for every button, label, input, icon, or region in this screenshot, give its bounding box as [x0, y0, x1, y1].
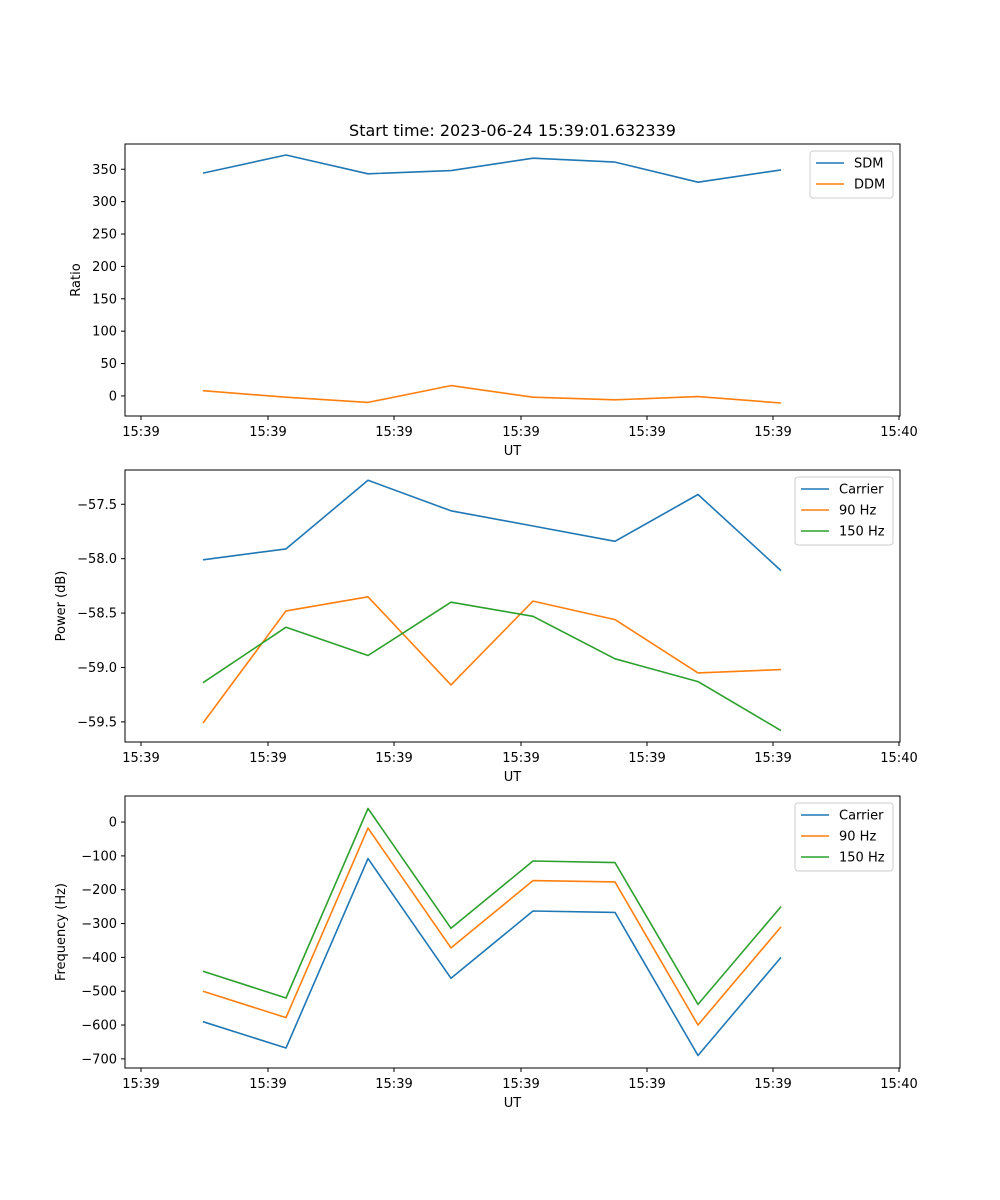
x-tick-label: 15:39: [502, 425, 539, 440]
x-tick-label: 15:39: [628, 751, 665, 766]
x-tick-label: 15:40: [880, 751, 917, 766]
legend-box: [794, 476, 894, 546]
series-line-sdm: [202, 154, 782, 183]
y-axis-label: Ratio: [69, 263, 84, 296]
y-axis-label: Frequency (Hz): [54, 883, 69, 981]
y-tick-label: 350: [92, 163, 117, 178]
plot-frame: [124, 795, 901, 1069]
legend-label: Carrier: [839, 483, 884, 498]
y-tick-label: −57.5: [77, 498, 117, 513]
y-tick-label: −58.5: [77, 607, 117, 622]
legend-label: Carrier: [839, 809, 884, 824]
x-tick-label: 15:39: [754, 425, 791, 440]
series-line-150-hz: [202, 807, 782, 1006]
y-tick-label: −100: [81, 849, 117, 864]
series-line-ddm: [202, 384, 782, 404]
legend-label: 90 Hz: [839, 830, 876, 845]
legend: Carrier 90 Hz 150 Hz: [794, 476, 894, 546]
chart-panel-1: 15:39 15:39 15:39 15:39 15:39 15:39 15:40 0 50 10…: [69, 143, 918, 459]
chart-panel-2: 15:39 15:39 15:39 15:39 15:39 15:39 15:40 −59.5…: [54, 469, 918, 785]
legend-label: 90 Hz: [839, 504, 876, 519]
legend: SDM DDM: [809, 150, 894, 199]
y-axis-label: Power (dB): [54, 571, 69, 642]
legend-label: SDM: [854, 157, 883, 172]
y-tick-label: −500: [81, 985, 117, 1000]
y-tick-label: −600: [81, 1019, 117, 1034]
x-tick-label: 15:39: [375, 1077, 412, 1092]
series-line-90-hz: [202, 595, 782, 724]
plot-frame: [124, 143, 901, 417]
x-tick-label: 15:39: [754, 1077, 791, 1092]
x-tick-label: 15:39: [628, 425, 665, 440]
legend-label: 150 Hz: [839, 851, 885, 866]
series-line-carrier: [202, 857, 782, 1057]
chart-panel-3: 15:39 15:39 15:39 15:39 15:39 15:39 15:40 −700 −…: [54, 795, 918, 1111]
series-line-90-hz: [202, 827, 782, 1026]
series-line-150-hz: [202, 601, 782, 732]
y-tick-label: 100: [92, 325, 117, 340]
plot-frame: [124, 469, 901, 743]
x-axis-label: UT: [504, 444, 522, 459]
x-tick-label: 15:39: [502, 1077, 539, 1092]
y-tick-label: −400: [81, 951, 117, 966]
y-tick-label: −58.0: [77, 552, 117, 567]
y-tick-label: 50: [100, 357, 117, 372]
y-tick-label: −59.0: [77, 661, 117, 676]
legend-box: [794, 802, 894, 872]
y-tick-label: −300: [81, 917, 117, 932]
x-tick-label: 15:39: [502, 751, 539, 766]
chart-title: Start time: 2023-06-24 15:39:01.632339: [349, 121, 676, 140]
x-tick-label: 15:39: [375, 425, 412, 440]
y-tick-label: −200: [81, 883, 117, 898]
y-tick-label: 0: [109, 816, 117, 831]
y-tick-label: 300: [92, 195, 117, 210]
y-tick-label: 150: [92, 292, 117, 307]
x-tick-label: 15:39: [628, 1077, 665, 1092]
x-tick-label: 15:39: [122, 1077, 159, 1092]
y-tick-label: −59.5: [77, 715, 117, 730]
x-tick-label: 15:39: [249, 751, 286, 766]
x-tick-label: 15:39: [249, 1077, 286, 1092]
x-tick-label: 15:39: [754, 751, 791, 766]
x-tick-label: 15:40: [880, 425, 917, 440]
x-tick-label: 15:40: [880, 1077, 917, 1092]
x-tick-label: 15:39: [122, 751, 159, 766]
y-tick-label: 200: [92, 260, 117, 275]
x-tick-label: 15:39: [249, 425, 286, 440]
x-tick-label: 15:39: [375, 751, 412, 766]
x-axis-label: UT: [504, 770, 522, 785]
x-tick-label: 15:39: [122, 425, 159, 440]
legend-label: DDM: [854, 178, 885, 193]
y-tick-label: 0: [109, 389, 117, 404]
y-tick-label: −700: [81, 1052, 117, 1067]
y-tick-label: 250: [92, 228, 117, 243]
series-line-carrier: [202, 479, 782, 572]
x-axis-label: UT: [504, 1096, 522, 1111]
legend: Carrier 90 Hz 150 Hz: [794, 802, 894, 872]
legend-label: 150 Hz: [839, 525, 885, 540]
